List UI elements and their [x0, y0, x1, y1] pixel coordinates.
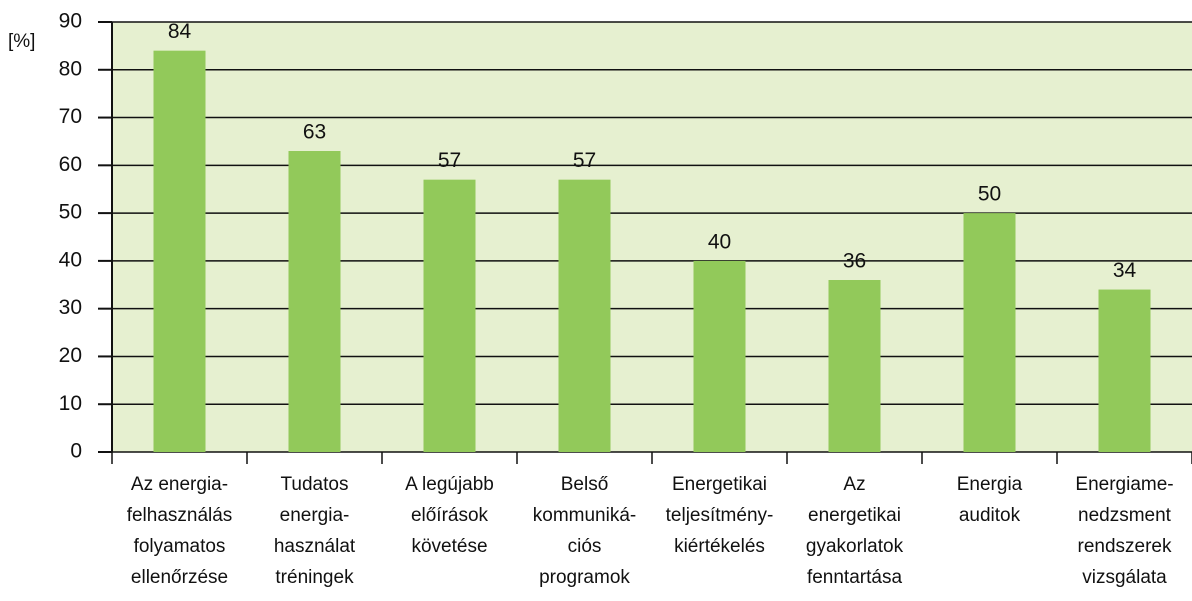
- y-tick-label: 70: [59, 105, 82, 128]
- bar: [828, 280, 881, 452]
- x-tick-label: kiértékelés: [674, 536, 765, 557]
- x-tick-label: Energetikai: [672, 474, 767, 495]
- x-tick-label: folyamatos: [134, 536, 226, 557]
- x-tick-label: Energia: [957, 474, 1023, 495]
- y-tick-label: 60: [59, 153, 82, 176]
- y-tick-label: 90: [59, 10, 82, 33]
- bar: [1098, 289, 1151, 452]
- bar: [288, 151, 341, 452]
- x-tick-label: követése: [411, 536, 487, 557]
- x-tick-label: ellenőrzése: [131, 567, 228, 588]
- y-tick-label: 20: [59, 344, 82, 367]
- x-tick-label: ciós: [568, 536, 602, 557]
- y-tick-label: 80: [59, 57, 82, 80]
- value-label: 34: [1113, 259, 1137, 282]
- value-label: 84: [168, 20, 192, 43]
- x-tick-label: nedzsment: [1078, 505, 1172, 526]
- bar: [963, 213, 1016, 452]
- x-tick-label: Az energia-: [131, 474, 228, 495]
- x-tick-label: felhasználás: [127, 505, 233, 526]
- x-tick-label: vizsgálata: [1082, 567, 1167, 588]
- x-tick-label: auditok: [959, 505, 1021, 526]
- x-tick-label: teljesítmény-: [666, 505, 774, 526]
- value-label: 36: [843, 250, 866, 273]
- y-tick-label: 40: [59, 248, 82, 271]
- x-tick-label: energetikai: [808, 505, 901, 526]
- x-tick-label: Belső: [561, 474, 609, 495]
- value-label: 40: [708, 230, 731, 253]
- value-label: 63: [303, 121, 326, 144]
- x-tick-label: használat: [274, 536, 356, 557]
- x-tick-label: energia-: [280, 505, 350, 526]
- y-tick-label: 30: [59, 296, 82, 319]
- y-axis-label: [%]: [8, 31, 35, 52]
- y-tick-label: 10: [59, 392, 82, 415]
- value-label: 57: [573, 149, 596, 172]
- bar: [693, 260, 746, 452]
- x-tick-label: gyakorlatok: [806, 536, 904, 557]
- value-label: 50: [978, 183, 1001, 206]
- bar: [558, 179, 611, 452]
- bar: [153, 50, 206, 453]
- x-tick-label: Energiame-: [1075, 474, 1173, 495]
- x-tick-label: előírások: [411, 505, 489, 526]
- y-tick-label: 50: [59, 201, 82, 224]
- x-tick-label: fenntartása: [807, 567, 902, 588]
- x-tick-label: programok: [539, 567, 630, 588]
- plot-background: [112, 22, 1192, 452]
- bar: [423, 179, 476, 452]
- x-tick-label: A legújabb: [405, 474, 494, 495]
- value-label: 57: [438, 149, 461, 172]
- x-tick-label: Az: [843, 474, 865, 495]
- x-tick-label: rendszerek: [1078, 536, 1172, 557]
- y-tick-label: 0: [70, 440, 82, 463]
- x-tick-label: Tudatos: [281, 474, 349, 495]
- x-tick-label: kommuniká-: [533, 505, 636, 526]
- x-tick-label: tréningek: [275, 567, 354, 588]
